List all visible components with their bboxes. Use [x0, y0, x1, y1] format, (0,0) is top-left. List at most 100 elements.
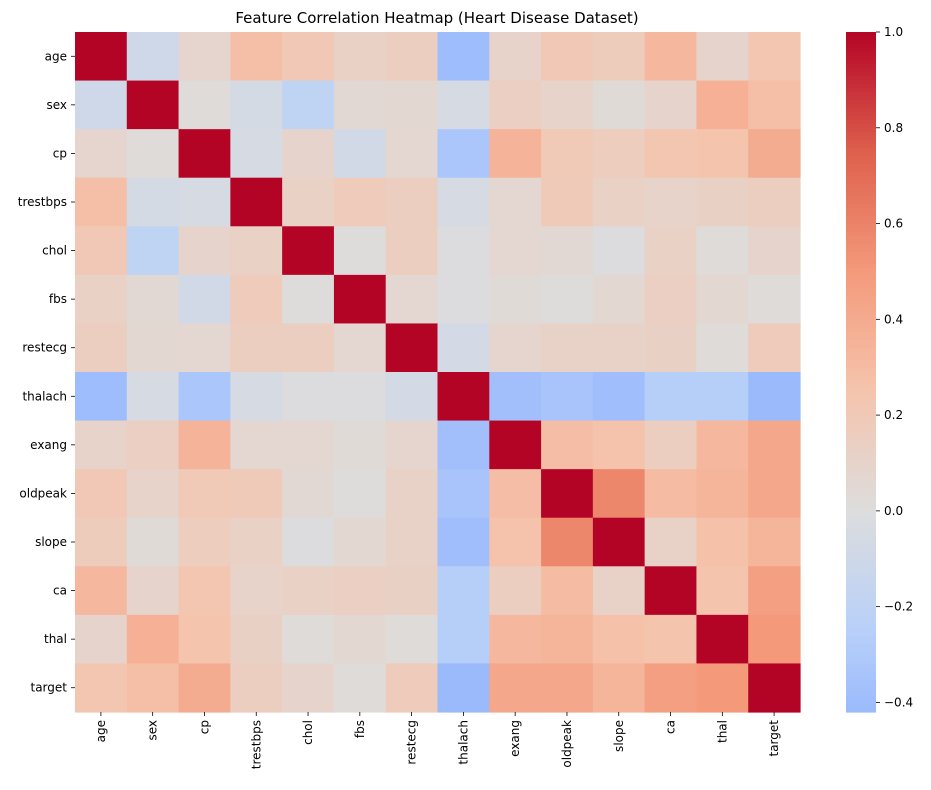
colorbar-segment [846, 200, 876, 205]
heatmap-cell-ca-trestbps [230, 566, 283, 616]
colorbar-segment [846, 380, 876, 385]
heatmap-cell-thalach-fbs [333, 372, 387, 422]
heatmap-cell-age-cp [178, 32, 231, 82]
colorbar-segment [846, 476, 876, 481]
heatmap-cell-exang-sex [126, 420, 180, 470]
colorbar-segment [846, 664, 876, 669]
colorbar-segment [846, 68, 876, 73]
heatmap-cell-exang-thal [696, 420, 749, 470]
colorbar-segment [846, 164, 876, 169]
y-tick-label-oldpeak: oldpeak [19, 486, 67, 500]
colorbar-tick-label: 0.2 [884, 408, 903, 422]
colorbar-segment [846, 584, 876, 589]
colorbar-segment [846, 504, 876, 509]
heatmap-cell-age-thal [696, 32, 749, 82]
heatmap-cell-slope-trestbps [230, 517, 283, 567]
heatmap-cell-slope-cp [178, 517, 231, 567]
colorbar-segment [846, 612, 876, 617]
colorbar-segment [846, 180, 876, 185]
colorbar-segment [846, 432, 876, 437]
colorbar-segment [846, 648, 876, 653]
heatmap-cell-fbs-thalach [437, 274, 490, 325]
heatmap-cell-sex-ca [644, 80, 698, 130]
heatmap-cell-thalach-target [748, 372, 801, 422]
heatmap-cell-trestbps-sex [126, 177, 180, 227]
colorbar-segment [846, 652, 876, 657]
heatmap-cell-cp-trestbps [230, 129, 283, 179]
heatmap-cell-slope-restecg [385, 517, 439, 567]
colorbar-segment [846, 456, 876, 461]
colorbar-segment [846, 280, 876, 285]
colorbar-segment [846, 364, 876, 369]
heatmap-cell-sex-age [75, 80, 128, 130]
colorbar-segment [846, 524, 876, 529]
heatmap-cell-age-thalach [437, 32, 490, 82]
heatmap-cell-restecg-ca [644, 323, 698, 373]
heatmap-cell-restecg-trestbps [230, 323, 283, 373]
colorbar-segment [846, 576, 876, 581]
heatmap-cell-fbs-thal [696, 274, 749, 325]
y-tick-label-slope: slope [35, 535, 67, 549]
colorbar-segment [846, 344, 876, 349]
colorbar-segment [846, 596, 876, 601]
heatmap-cell-trestbps-ca [644, 177, 698, 227]
colorbar-tick-label: −0.2 [884, 600, 913, 614]
colorbar-segment [846, 32, 876, 37]
colorbar-segment [846, 512, 876, 517]
heatmap-cell-thalach-thalach [437, 372, 490, 422]
heatmap-cell-slope-age [75, 517, 128, 567]
colorbar-segment [846, 188, 876, 193]
colorbar-segment [846, 552, 876, 557]
colorbar-segment [846, 400, 876, 405]
y-tick-label-exang: exang [30, 438, 67, 452]
heatmap-cell-fbs-exang [489, 274, 542, 325]
heatmap-cell-thal-oldpeak [541, 614, 594, 665]
heatmap-cell-ca-thalach [437, 566, 490, 616]
heatmap-cell-ca-fbs [333, 566, 387, 616]
x-tick-label-thal: thal [715, 720, 729, 743]
heatmap-cell-exang-slope [592, 420, 646, 470]
colorbar-segment [846, 168, 876, 173]
heatmap-cell-restecg-exang [489, 323, 542, 373]
colorbar-segment [846, 368, 876, 373]
colorbar-segment [846, 292, 876, 297]
x-axis-tick-labels: age sex cp trestbps chol fbs restecg thalach exa… [94, 712, 781, 769]
colorbar-segment [846, 676, 876, 681]
heatmap-cell-restecg-target [748, 323, 801, 373]
heatmap-cell-exang-chol [282, 420, 335, 470]
colorbar-segment [846, 352, 876, 357]
heatmap-cell-thal-thalach [437, 614, 490, 665]
colorbar-segment [846, 232, 876, 237]
colorbar-segment [846, 496, 876, 501]
heatmap-cell-restecg-chol [282, 323, 335, 373]
y-tick-label-thalach: thalach [22, 389, 67, 403]
y-tick-label-cp: cp [53, 146, 67, 160]
colorbar-segment [846, 40, 876, 45]
heatmap-cell-cp-restecg [385, 129, 439, 179]
colorbar-segment [846, 196, 876, 201]
heatmap-cell-ca-slope [592, 566, 646, 616]
heatmap-cell-chol-thalach [437, 226, 490, 276]
colorbar-segment [846, 176, 876, 181]
x-tick-label-restecg: restecg [405, 720, 419, 765]
heatmap-cell-fbs-slope [592, 274, 646, 325]
heatmap-cell-thalach-slope [592, 372, 646, 422]
colorbar-segment [846, 572, 876, 577]
colorbar-segment [846, 484, 876, 489]
heatmap-cell-trestbps-trestbps [230, 177, 283, 227]
x-tick-label-cp: cp [197, 720, 211, 734]
colorbar-segment [846, 616, 876, 621]
heatmap-cell-slope-thal [696, 517, 749, 567]
colorbar-segment [846, 644, 876, 649]
heatmap-cell-fbs-chol [282, 274, 335, 325]
colorbar-segment [846, 388, 876, 393]
colorbar-segment [846, 420, 876, 425]
colorbar-segment [846, 276, 876, 281]
heatmap-cell-slope-fbs [333, 517, 387, 567]
colorbar-segment [846, 304, 876, 309]
colorbar-segment [846, 424, 876, 429]
colorbar-segment [846, 160, 876, 165]
heatmap-cell-thalach-ca [644, 372, 698, 422]
colorbar-segment [846, 324, 876, 329]
heatmap-cell-restecg-age [75, 323, 128, 373]
